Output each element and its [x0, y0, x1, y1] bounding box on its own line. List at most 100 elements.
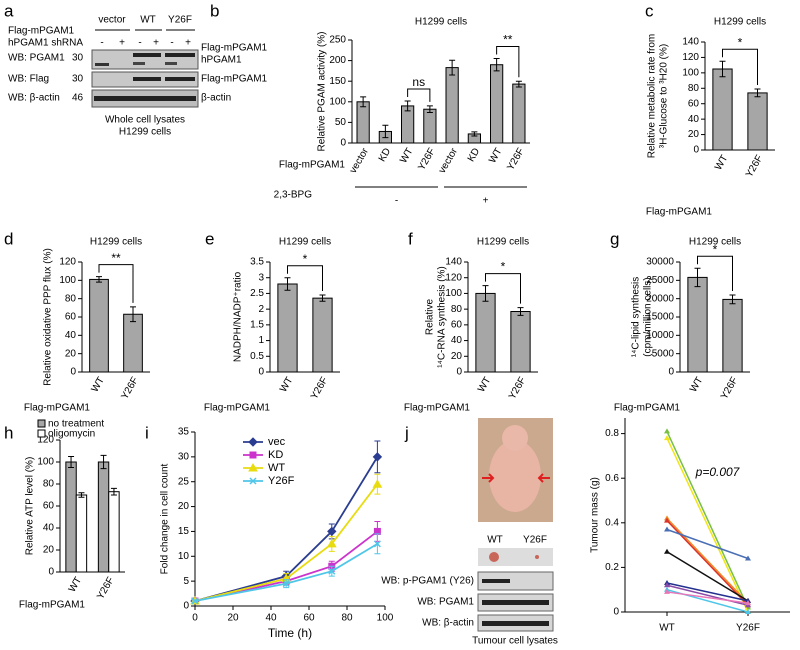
shrna-sign: - — [170, 38, 173, 49]
pair-line — [666, 517, 749, 604]
error-bar — [404, 100, 411, 112]
marker — [372, 479, 383, 488]
error-bar — [517, 307, 524, 316]
chart-title: H1299 cells — [279, 237, 331, 248]
x-tick-label: Y26F — [719, 375, 740, 401]
panel-letter: c — [645, 1, 654, 20]
band — [165, 53, 195, 57]
band — [94, 96, 196, 101]
y-tick-label: 40 — [688, 114, 700, 125]
legend-swatch — [37, 429, 46, 438]
blot-label: WB: β-actin — [8, 93, 60, 104]
shrna-sign: + — [119, 38, 125, 49]
group-label: Y26F — [523, 535, 547, 546]
significance-label: * — [713, 242, 718, 256]
y-tick-label: 35 — [178, 427, 190, 438]
chart-title: H1299 cells — [689, 237, 741, 248]
bar — [75, 494, 88, 573]
y-tick-label: 80 — [43, 479, 55, 490]
marker — [328, 567, 336, 575]
significance-bracket — [407, 88, 431, 102]
panel-letter: g — [610, 229, 619, 248]
band — [133, 77, 161, 81]
x-tick-label: WT — [688, 375, 705, 394]
arrow — [537, 473, 550, 483]
bar — [401, 105, 415, 144]
row-label: Flag-mPGAM1 — [8, 26, 75, 37]
x-tick-label: WT — [278, 375, 295, 394]
x-tick-label: 0 — [192, 613, 198, 624]
y-axis-label: ¹⁴C-RNA synthesis (%) — [437, 266, 448, 368]
y-tick-label: 20000 — [646, 293, 674, 304]
bar — [747, 92, 768, 151]
y-tick-label: 100 — [682, 67, 699, 78]
y-tick-label: 0 — [183, 601, 189, 612]
y-tick-label: 25000 — [646, 275, 674, 286]
x-tick-label: KD — [466, 146, 482, 164]
x-tick-label: Y26F — [416, 146, 437, 172]
x-tick-label: WT — [90, 375, 107, 394]
y-axis-label: ¹⁴C-lipid synthesis — [631, 277, 642, 357]
x-tick-label: Y26F — [309, 375, 330, 401]
y-tick-label: 0 — [340, 138, 346, 149]
y-tick-label: 15000 — [646, 312, 674, 323]
y-tick-label: 10 — [178, 551, 190, 562]
y-tick-label: 0 — [693, 145, 699, 156]
y-tick-label: 1.5 — [250, 319, 264, 330]
y-axis-label: NADPH/NADP⁺ratio — [233, 271, 244, 362]
bar — [445, 67, 459, 144]
y-tick-label: 20 — [43, 545, 55, 556]
band — [482, 579, 510, 583]
blot-panel-a: a Flag-mPGAM1 vector WT Y26F hPGAM1 shRN… — [4, 1, 268, 137]
group-label: + — [483, 196, 489, 207]
error-bar — [360, 96, 367, 108]
marker — [191, 597, 199, 605]
significance-bracket — [98, 264, 134, 303]
error-bar — [719, 60, 726, 78]
marker — [664, 588, 670, 594]
x-axis-label: Flag-mPGAM1 — [24, 403, 91, 414]
significance-label: * — [738, 35, 743, 49]
shrna-sign: + — [185, 38, 191, 49]
x-tick-label: Y26F — [507, 375, 528, 401]
legend-marker — [248, 462, 258, 472]
y-axis-label: Relative oxidative PPP flux (%) — [43, 248, 54, 386]
x-tick-label: 20 — [227, 613, 239, 624]
marker — [664, 435, 670, 441]
tumour — [489, 552, 499, 562]
shrna-sign: + — [153, 38, 159, 49]
bar — [475, 292, 496, 373]
tumour — [535, 555, 539, 559]
group-label: - — [395, 196, 398, 207]
y-tick-label: 5 — [183, 576, 189, 587]
legend-label: oligomycin — [48, 429, 95, 440]
x-tick-label: vector — [348, 146, 371, 176]
bar — [687, 276, 708, 373]
marker — [327, 526, 337, 537]
marker — [664, 517, 670, 523]
error-bar — [284, 277, 291, 291]
y-tick-label: 60 — [451, 319, 463, 330]
pair-line — [666, 551, 749, 602]
pair-line — [666, 437, 749, 613]
y-tick-label: 40 — [451, 335, 463, 346]
error-bar — [694, 267, 701, 288]
bar — [123, 313, 143, 373]
significance-bracket — [287, 265, 323, 291]
marker — [372, 452, 383, 462]
significance-label: ** — [503, 33, 513, 47]
y-tick-label: 25 — [178, 476, 190, 487]
mw-label: 30 — [72, 74, 84, 85]
y-tick-label: 50 — [335, 117, 347, 128]
y-tick-label: 120 — [682, 52, 699, 63]
y-axis-label: Tumour mass (g) — [590, 477, 601, 553]
x-tick-label: WT — [398, 146, 415, 165]
band — [133, 53, 161, 57]
x-tick-label: Y26F — [744, 153, 765, 179]
legend-label: KD — [268, 449, 283, 461]
marker — [326, 538, 337, 548]
marker — [282, 580, 290, 588]
y-tick-label: 0 — [70, 367, 76, 378]
y-tick-label: 30000 — [646, 257, 674, 268]
pair-line — [666, 591, 749, 604]
